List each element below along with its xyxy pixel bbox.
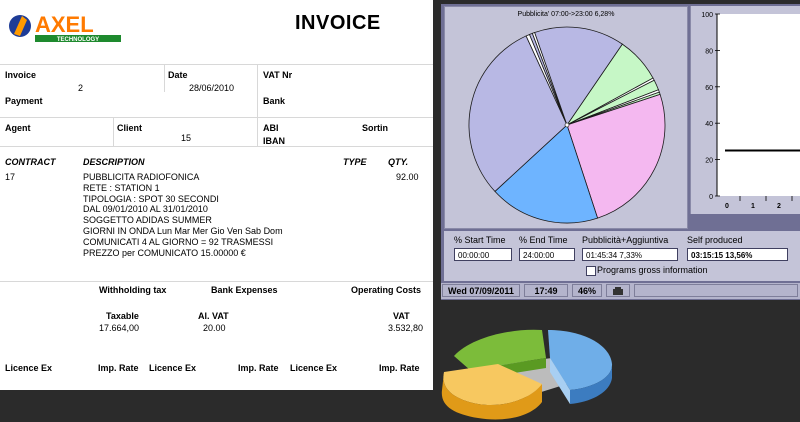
advertising-field[interactable]: 01:45:34 7,33%: [582, 248, 678, 261]
licence-ex-label: Licence Ex: [149, 363, 197, 373]
invoice-label: Invoice: [5, 70, 37, 80]
svg-text:TECHNOLOGY: TECHNOLOGY: [57, 37, 99, 43]
description-lines: PUBBLICITA RADIOFONICA RETE : STATION 1 …: [83, 172, 283, 258]
client-label: Client: [117, 123, 143, 133]
description-line: GIORNI IN ONDA Lun Mar Mer Gio Ven Sab D…: [83, 225, 283, 236]
invoice-document: AXEL TECHNOLOGY INVOICE Invoice 2 Date 2…: [0, 0, 433, 390]
client-value: 15: [181, 133, 192, 143]
end-time-field[interactable]: 24:00:00: [519, 248, 575, 261]
status-percent: 46%: [572, 284, 602, 297]
description-line: PREZZO per COMUNICATO 15.00000 €: [83, 247, 246, 258]
qty-value: 92.00: [396, 172, 419, 182]
self-produced-label: Self produced: [687, 235, 743, 245]
al-vat-value: 20.00: [203, 323, 226, 333]
date-value: 28/06/2010: [189, 83, 235, 93]
start-time-label: % Start Time: [454, 235, 506, 245]
status-bar: Wed 07/09/2011 17:49 46%: [441, 283, 800, 299]
y-tick-label: 20: [705, 158, 713, 165]
pie-slice-7: [468, 35, 568, 192]
x-tick-label: 0: [725, 203, 729, 210]
status-time: 17:49: [524, 284, 568, 297]
contract-number: 17: [5, 172, 16, 182]
line-chart: 100 80 60 40 20 0 0 1 2: [701, 12, 800, 210]
gross-info-label: Programs gross information: [597, 265, 708, 275]
y-tick-label: 40: [705, 121, 713, 128]
imp-rate-label: Imp. Rate: [98, 363, 139, 373]
imp-rate-label: Imp. Rate: [379, 363, 420, 373]
axel-technology-logo: AXEL TECHNOLOGY: [9, 12, 121, 43]
pie-slice-6: [494, 124, 599, 224]
description-line: TIPOLOGIA : SPOT 30 SECONDI: [83, 193, 219, 204]
bank-label: Bank: [263, 96, 286, 106]
y-tick-label: 100: [701, 12, 713, 19]
description-line: PUBBLICITA RADIOFONICA: [83, 172, 200, 182]
iban-label: IBAN: [263, 136, 285, 146]
licence-ex-label: Licence Ex: [290, 363, 338, 373]
y-tick-label: 0: [709, 194, 713, 201]
vat-value: 3.532,80: [388, 323, 424, 333]
date-label: Date: [168, 70, 188, 80]
pie-slice-11: [534, 26, 623, 126]
line-chart-plot-area: [717, 14, 800, 196]
pie-center-marker: [564, 122, 570, 128]
pie-chart-title: Pubblicita' 07:00->23:00 6,28%: [517, 11, 615, 18]
pie-chart: [468, 26, 666, 224]
qty-header: QTY.: [388, 157, 409, 167]
abi-label: ABI: [263, 123, 279, 133]
x-tick-label: 2: [777, 203, 781, 210]
al-vat-label: Al. VAT: [198, 311, 229, 321]
description-header: DESCRIPTION: [83, 157, 145, 167]
description-line: DAL 09/01/2010 AL 31/01/2010: [83, 204, 208, 215]
start-time-field[interactable]: 00:00:00: [454, 248, 512, 261]
description-line: SOGGETTO ADIDAS SUMMER: [83, 215, 212, 226]
status-device-icon: [606, 284, 630, 297]
controls-panel: % Start Time 00:00:00 % End Time 24:00:0…: [444, 231, 800, 281]
pie-slice-5: [566, 93, 666, 219]
sortin-label: Sortin: [362, 123, 388, 133]
advertising-label: Pubblicità+Aggiuntiva: [582, 235, 669, 245]
pie-3d-yellow-slice: [441, 364, 542, 420]
vat-nr-label: VAT Nr: [263, 70, 293, 80]
bank-expenses-label: Bank Expenses: [211, 285, 278, 295]
operating-costs-label: Operating Costs: [351, 285, 422, 295]
licence-ex-label: Licence Ex: [5, 363, 53, 373]
vat-label: VAT: [393, 311, 410, 321]
contract-header: CONTRACT: [5, 157, 56, 167]
invoice-title: INVOICE: [295, 12, 381, 34]
end-time-label: % End Time: [519, 235, 568, 245]
status-empty-segment: [634, 284, 798, 297]
agent-label: Agent: [5, 123, 31, 133]
taxable-label: Taxable: [106, 311, 139, 321]
pie-3d-blue-slice: [548, 330, 613, 404]
svg-text:AXEL: AXEL: [35, 12, 94, 37]
withholding-tax-label: Withholding tax: [99, 285, 167, 295]
pie-chart-3d-illustration: [441, 329, 613, 420]
status-date: Wed 07/09/2011: [442, 284, 520, 297]
gross-info-checkbox[interactable]: [586, 266, 596, 276]
y-tick-label: 80: [705, 48, 713, 55]
x-tick-label: 1: [751, 203, 755, 210]
taxable-value: 17.664,00: [99, 323, 140, 333]
line-chart-panel: 100 80 60 40 20 0 0 1 2: [690, 6, 800, 214]
imp-rate-label: Imp. Rate: [238, 363, 279, 373]
pie-chart-panel: Pubblicita' 07:00->23:00 6,28%: [444, 6, 688, 229]
y-tick-label: 60: [705, 85, 713, 92]
type-header: TYPE: [343, 157, 367, 167]
invoice-number: 2: [78, 83, 84, 93]
payment-label: Payment: [5, 96, 43, 106]
description-line: COMUNICATI 4 AL GIORNO = 92 TRASMESSI: [83, 236, 274, 247]
description-line: RETE : STATION 1: [83, 182, 160, 193]
self-produced-field[interactable]: 03:15:15 13,56%: [687, 248, 788, 261]
